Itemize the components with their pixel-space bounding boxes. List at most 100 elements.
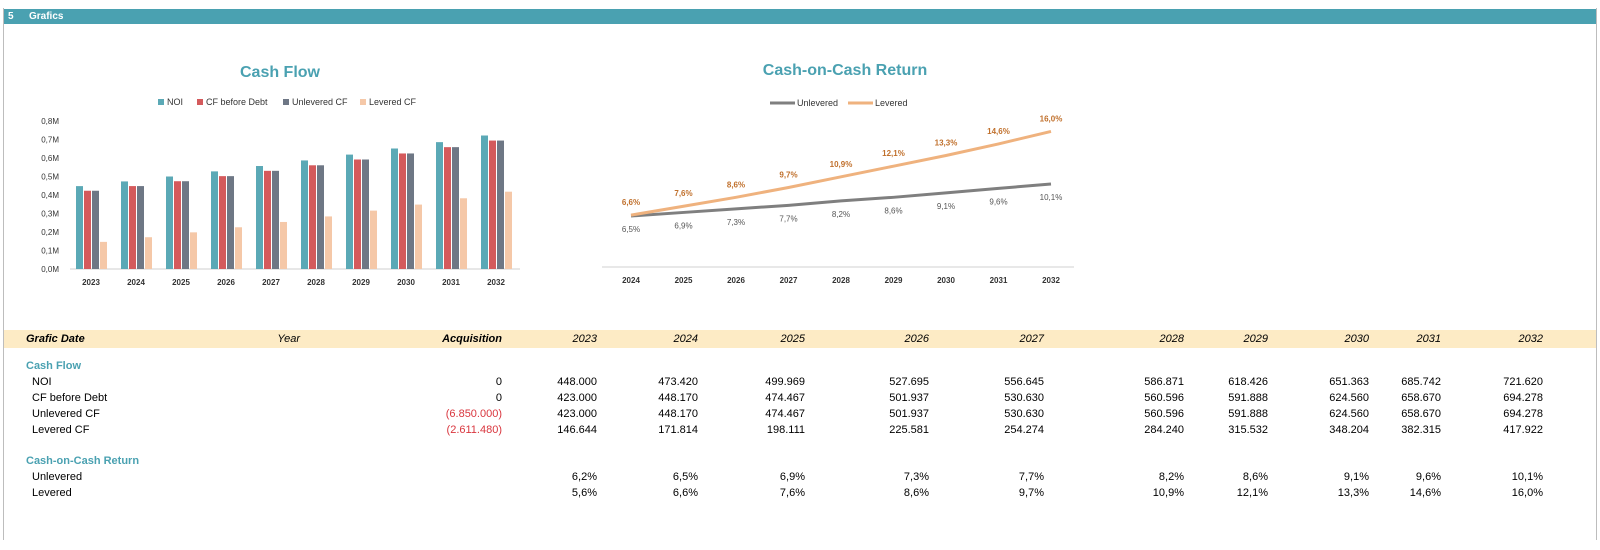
- row-value: 448.170: [658, 392, 698, 404]
- row-value: 6,9%: [779, 471, 805, 483]
- bar-levered-cf-2027: [280, 221, 287, 269]
- bar-levered-cf-2025: [190, 232, 197, 269]
- y-tick-label: 0,7M: [41, 136, 59, 145]
- row-value: 501.937: [889, 392, 929, 404]
- row-value: 417.922: [1503, 424, 1543, 436]
- row-value: 624.560: [1329, 392, 1369, 404]
- y-tick-label: 0,4M: [41, 191, 59, 200]
- row-value: 685.742: [1401, 376, 1441, 388]
- row-label: Levered: [32, 487, 72, 499]
- header-year-2029: 2029: [1243, 333, 1268, 345]
- cashflow-chart-title: Cash Flow: [239, 64, 320, 81]
- row-value: 530.630: [1004, 408, 1044, 420]
- data-label-unlevered: 6,9%: [674, 221, 692, 230]
- row-value: 348.204: [1329, 424, 1369, 436]
- row-acquisition: 0: [495, 392, 502, 404]
- bar-unlevered-cf-2024: [137, 186, 144, 269]
- row-value: 473.420: [658, 376, 698, 388]
- bar-cf-before-debt-2032: [489, 140, 496, 269]
- row-value: 16,0%: [1511, 487, 1543, 499]
- x-tick-label: 2032: [1042, 276, 1060, 285]
- bar-unlevered-cf-2032: [497, 140, 504, 269]
- data-label-unlevered: 10,1%: [1040, 193, 1063, 202]
- header-year-2024: 2024: [673, 333, 698, 345]
- row-value: 6,6%: [672, 487, 698, 499]
- legend-swatch-1: [158, 99, 164, 105]
- bar-noi-2030: [391, 148, 398, 269]
- data-label-unlevered: 8,2%: [832, 210, 850, 219]
- x-tick-label: 2025: [172, 278, 190, 287]
- bar-unlevered-cf-2023: [92, 190, 99, 269]
- row-acquisition: 0: [495, 376, 502, 388]
- row-value: 225.581: [889, 424, 929, 436]
- header-acquisition: Acquisition: [442, 333, 502, 345]
- row-value: 694.278: [1503, 392, 1543, 404]
- bar-unlevered-cf-2025: [182, 181, 189, 269]
- bar-unlevered-cf-2030: [407, 153, 414, 269]
- bar-cf-before-debt-2031: [444, 147, 451, 269]
- x-tick-label: 2025: [675, 276, 693, 285]
- x-tick-label: 2027: [262, 278, 280, 287]
- row-value: 474.467: [765, 408, 805, 420]
- row-value: 651.363: [1329, 376, 1369, 388]
- sheet-left-border: [3, 8, 4, 540]
- bar-levered-cf-2032: [505, 191, 512, 269]
- row-value: 474.467: [765, 392, 805, 404]
- x-tick-label: 2031: [990, 276, 1008, 285]
- header-year-2026: 2026: [904, 333, 929, 345]
- y-tick-label: 0,1M: [41, 247, 59, 256]
- data-label-levered: 7,6%: [674, 189, 692, 198]
- legend-label-levered: Levered: [875, 98, 908, 108]
- row-value: 6,2%: [571, 471, 597, 483]
- y-tick-label: 0,2M: [41, 228, 59, 237]
- bar-unlevered-cf-2031: [452, 147, 459, 269]
- data-label-levered: 16,0%: [1040, 114, 1063, 123]
- legend-label-1: NOI: [167, 97, 183, 107]
- x-tick-label: 2030: [937, 276, 955, 285]
- header-year: Year: [277, 333, 300, 345]
- row-label: Levered CF: [32, 424, 90, 436]
- bar-noi-2032: [481, 135, 488, 269]
- header-year-2031: 2031: [1416, 333, 1441, 345]
- row-value: 13,3%: [1337, 487, 1369, 499]
- row-value: 7,6%: [779, 487, 805, 499]
- y-tick-label: 0,6M: [41, 154, 59, 163]
- bar-unlevered-cf-2026: [227, 176, 234, 269]
- data-label-unlevered: 6,5%: [622, 225, 640, 234]
- row-value: 254.274: [1004, 424, 1044, 436]
- x-tick-label: 2030: [397, 278, 415, 287]
- data-label-levered: 14,6%: [987, 127, 1010, 136]
- section-title: Grafics: [29, 11, 64, 22]
- row-acquisition: (6.850.000): [445, 408, 502, 420]
- row-value: 658.670: [1401, 392, 1441, 404]
- bar-levered-cf-2030: [415, 204, 422, 269]
- row-value: 694.278: [1503, 408, 1543, 420]
- header-grafic-date: Grafic Date: [26, 333, 85, 345]
- bar-levered-cf-2023: [100, 241, 107, 269]
- row-value: 560.596: [1144, 408, 1184, 420]
- header-year-2032: 2032: [1518, 333, 1543, 345]
- row-value: 8,6%: [1242, 471, 1268, 483]
- x-tick-label: 2032: [487, 278, 505, 287]
- section-title-2: Cash-on-Cash Return: [26, 455, 140, 467]
- row-value: 499.969: [765, 376, 805, 388]
- row-label: CF before Debt: [32, 392, 108, 404]
- x-tick-label: 2026: [727, 276, 745, 285]
- data-label-levered: 12,1%: [882, 149, 905, 158]
- legend-label-2: CF before Debt: [206, 97, 268, 107]
- row-value: 618.426: [1228, 376, 1268, 388]
- data-label-unlevered: 7,3%: [727, 218, 745, 227]
- row-value: 448.000: [557, 376, 597, 388]
- row-value: 6,5%: [672, 471, 698, 483]
- bar-noi-2029: [346, 154, 353, 269]
- legend-label-unlevered: Unlevered: [797, 98, 838, 108]
- series-line-levered: [630, 129, 1052, 217]
- x-tick-label: 2027: [780, 276, 798, 285]
- row-value: 7,3%: [903, 471, 929, 483]
- bar-cf-before-debt-2029: [354, 159, 361, 269]
- row-label: NOI: [32, 376, 52, 388]
- row-acquisition: (2.611.480): [446, 424, 502, 436]
- x-tick-label: 2028: [307, 278, 325, 287]
- row-value: 7,7%: [1018, 471, 1044, 483]
- row-value: 556.645: [1004, 376, 1044, 388]
